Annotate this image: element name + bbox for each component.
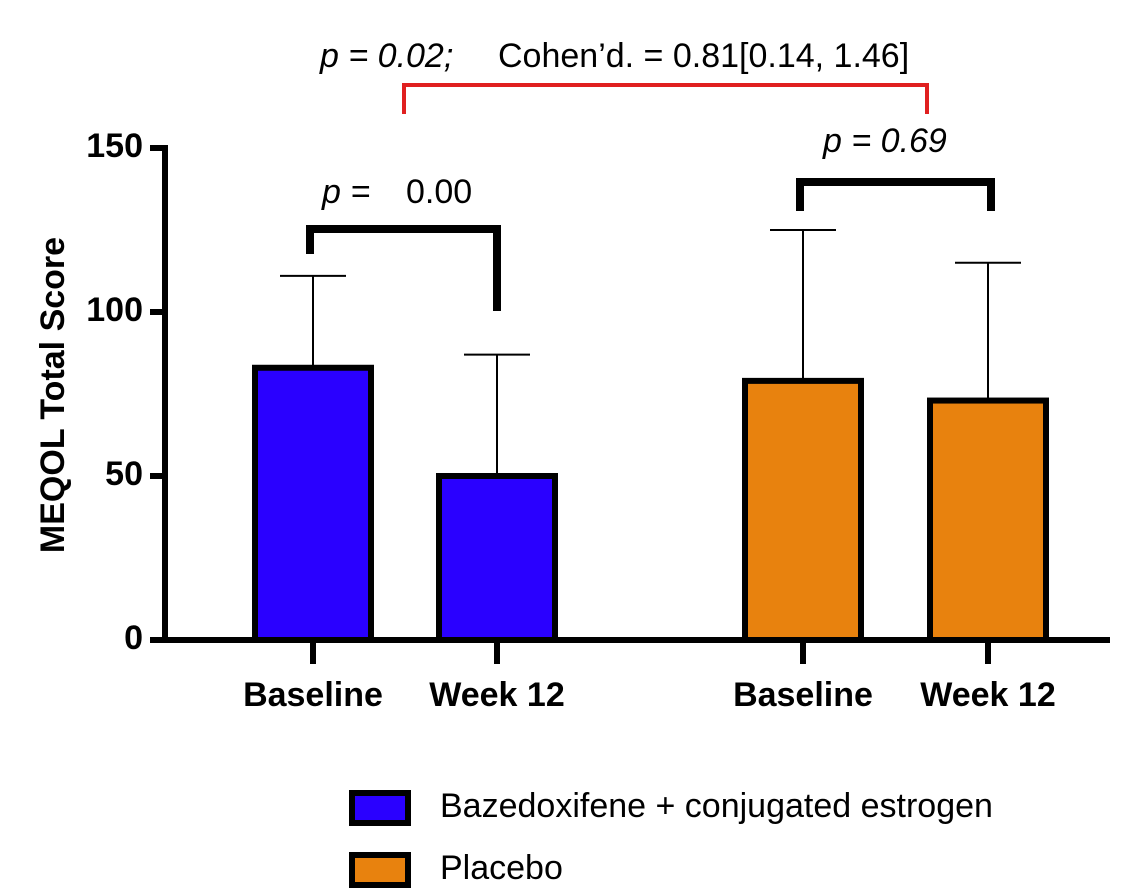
x-tick-label: Week 12: [429, 676, 564, 714]
x-tick-label: Baseline: [733, 676, 873, 714]
error-bar: [955, 261, 1021, 401]
x-tick-label: Baseline: [243, 676, 383, 714]
legend-label: Placebo: [440, 849, 563, 887]
y-axis-label: MEQOL Total Score: [34, 237, 72, 553]
bracket: [796, 178, 995, 211]
legend-swatch: [349, 852, 411, 888]
bracket: [306, 225, 501, 311]
y-tick-label: 50: [105, 455, 143, 493]
error-bar: [770, 229, 836, 381]
legend-swatch: [349, 790, 411, 826]
bracket: [402, 83, 929, 114]
bar: [927, 397, 1049, 643]
legend-label: Bazedoxifene + conjugated estrogen: [440, 787, 993, 825]
error-bar: [280, 274, 346, 368]
annotation: p = 0.69: [822, 122, 947, 160]
y-tick-label: 150: [86, 127, 143, 165]
annotation: p =: [321, 173, 370, 211]
error-bar: [464, 353, 530, 476]
bar: [742, 377, 864, 643]
bar: [252, 364, 374, 643]
x-tick-label: Week 12: [920, 676, 1055, 714]
annotation: 0.00: [406, 173, 472, 211]
annotation: Cohen’d. = 0.81[0.14, 1.46]: [498, 37, 909, 75]
y-tick-label: 0: [124, 619, 143, 657]
y-tick-label: 100: [86, 291, 143, 329]
annotation: p = 0.02;: [319, 37, 453, 75]
bar: [436, 473, 558, 643]
